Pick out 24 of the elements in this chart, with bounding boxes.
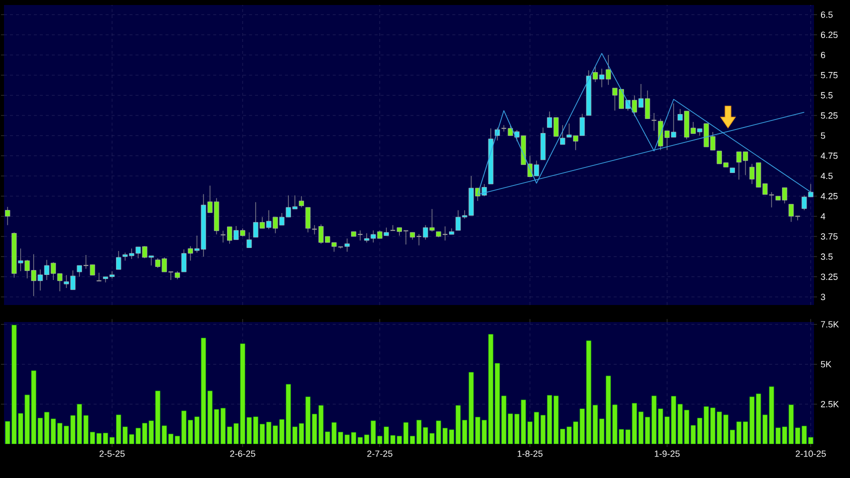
y-tick-label: 5 xyxy=(820,132,826,139)
y-tick-label: 3.5 xyxy=(820,253,833,260)
y-tick-label: 5.5 xyxy=(820,92,833,98)
y-tick-label: 5.75 xyxy=(820,72,838,78)
x-tick-label: 2-6-25 xyxy=(230,450,256,457)
y-tick-label: 5K xyxy=(820,361,832,368)
y-tick-label: 5.25 xyxy=(820,112,838,119)
x-tick-label: 1-8-25 xyxy=(518,450,543,457)
y-tick-label: 3.25 xyxy=(820,274,838,280)
y-tick-label: 6.5 xyxy=(820,11,833,18)
y-tick-label: 3 xyxy=(820,294,826,300)
y-tick-label: 4.25 xyxy=(820,192,838,200)
y-tick-label: 4 xyxy=(820,213,826,220)
y-tick-label: 2.5K xyxy=(820,400,839,408)
y-tick-label: 6.25 xyxy=(820,32,838,38)
x-tick-label: 2-10-25 xyxy=(796,450,826,457)
x-tick-label: 1-9-25 xyxy=(654,450,680,457)
x-tick-label: 2-7-25 xyxy=(367,450,392,457)
y-tick-label: 6 xyxy=(820,52,826,58)
y-tick-label: 7.5K xyxy=(820,321,839,328)
x-tick-label: 2-5-25 xyxy=(100,450,125,457)
y-tick-label: 4.5 xyxy=(820,172,833,180)
y-tick-label: 3.75 xyxy=(820,233,838,240)
y-tick-label: 4.75 xyxy=(820,152,838,159)
